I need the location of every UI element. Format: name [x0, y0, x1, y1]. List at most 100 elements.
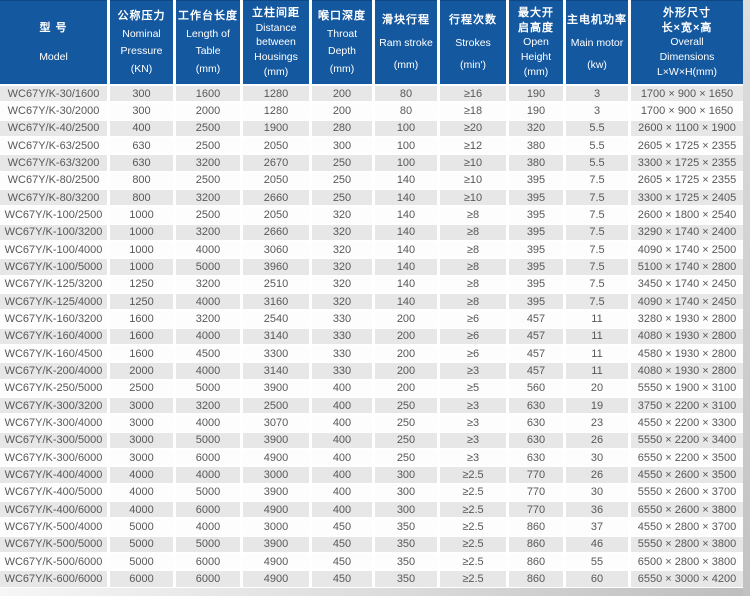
cell-dimensions: 6550 × 2200 × 3500 [631, 449, 743, 466]
cell-table-length: 3200 [176, 397, 240, 414]
cell-dimensions: 4090 × 1740 × 2500 [631, 241, 743, 258]
cell-strokes: ≥16 [440, 86, 506, 102]
cell-main-motor: 7.5 [566, 241, 628, 258]
cell-throat-depth: 320 [312, 207, 372, 223]
table-row: WC67Y/K-300/4000 3000 4000 3070 400 250 ≥3 630 2… [0, 415, 743, 431]
cell-strokes: ≥10 [440, 189, 506, 206]
cell-dimensions: 3300 × 1725 × 2405 [631, 189, 743, 206]
table-row: WC67Y/K-160/3200 1600 3200 2540 330 200 ≥6 457 1… [0, 311, 743, 327]
cell-housing-distance: 2050 [243, 172, 309, 188]
column-header-lines: 喉口深度 Throat Depth (mm) [312, 1, 372, 84]
cell-dimensions: 4080 × 1930 × 2800 [631, 328, 743, 344]
cell-housing-distance: 2050 [243, 137, 309, 154]
cell-ram-stroke: 200 [375, 345, 437, 362]
cell-open-height: 560 [509, 380, 563, 396]
cell-housing-distance: 3060 [243, 241, 309, 258]
cell-housing-distance: 2540 [243, 311, 309, 327]
cell-model: WC67Y/K-300/6000 [0, 449, 107, 466]
cell-table-length: 3200 [176, 155, 240, 171]
table-row: WC67Y/K-250/5000 2500 5000 3900 400 200 ≥5 560 2… [0, 380, 743, 396]
cell-dimensions: 3450 × 1740 × 2450 [631, 276, 743, 292]
cell-main-motor: 11 [566, 345, 628, 362]
cell-model: WC67Y/K-125/3200 [0, 276, 107, 292]
cell-nominal-pressure: 630 [110, 137, 173, 154]
cell-nominal-pressure: 1250 [110, 293, 173, 310]
cell-dimensions: 5550 × 2600 × 3700 [631, 484, 743, 500]
cell-housing-distance: 3960 [243, 259, 309, 275]
cell-table-length: 2500 [176, 137, 240, 154]
cell-nominal-pressure: 1600 [110, 311, 173, 327]
column-header-housing-distance: 立柱间距 Distance between Housings (mm) [243, 0, 309, 84]
cell-throat-depth: 450 [312, 553, 372, 570]
cell-main-motor: 20 [566, 380, 628, 396]
cell-open-height: 395 [509, 172, 563, 188]
table-row: WC67Y/K-125/4000 1250 4000 3160 320 140 ≥8 395 7… [0, 293, 743, 310]
cell-housing-distance: 3900 [243, 536, 309, 552]
cell-table-length: 3200 [176, 311, 240, 327]
cell-main-motor: 5.5 [566, 120, 628, 136]
cell-model: WC67Y/K-63/2500 [0, 137, 107, 154]
cell-nominal-pressure: 800 [110, 189, 173, 206]
cell-housing-distance: 4900 [243, 501, 309, 518]
spec-table: 型 号 Model 公称压力 Nominal Pressure (KN) 工作台长度 Leng… [0, 0, 743, 587]
cell-throat-depth: 330 [312, 345, 372, 362]
cell-throat-depth: 330 [312, 363, 372, 379]
cell-nominal-pressure: 800 [110, 172, 173, 188]
header-row: 型 号 Model 公称压力 Nominal Pressure (KN) 工作台长度 Leng… [0, 0, 743, 84]
cell-main-motor: 11 [566, 311, 628, 327]
table-row: WC67Y/K-300/3200 3000 3200 2500 400 250 ≥3 630 1… [0, 397, 743, 414]
cell-strokes: ≥6 [440, 328, 506, 344]
table-row: WC67Y/K-80/3200 800 3200 2660 250 140 ≥10 395 7.… [0, 189, 743, 206]
cell-ram-stroke: 250 [375, 415, 437, 431]
spec-table-container: 型 号 Model 公称压力 Nominal Pressure (KN) 工作台长度 Leng… [0, 0, 743, 587]
header-line: Nominal [122, 27, 161, 40]
cell-housing-distance: 2660 [243, 224, 309, 240]
cell-dimensions: 4550 × 2200 × 3300 [631, 415, 743, 431]
header-line: Dimensions [659, 51, 715, 64]
cell-strokes: ≥3 [440, 432, 506, 448]
cell-main-motor: 26 [566, 432, 628, 448]
cell-strokes: ≥5 [440, 380, 506, 396]
cell-main-motor: 26 [566, 467, 628, 483]
cell-throat-depth: 400 [312, 484, 372, 500]
cell-main-motor: 11 [566, 363, 628, 379]
table-row: WC67Y/K-500/5000 5000 5000 3900 450 350 ≥2.5 86… [0, 536, 743, 552]
header-line: Ram stroke [379, 36, 433, 49]
cell-open-height: 320 [509, 120, 563, 136]
cell-nominal-pressure: 5000 [110, 519, 173, 535]
cell-main-motor: 7.5 [566, 276, 628, 292]
column-header-lines: 外形尺寸 长×宽×高 Overall Dimensions L×W×H(mm) [631, 1, 743, 84]
cell-open-height: 770 [509, 467, 563, 483]
cell-open-height: 860 [509, 553, 563, 570]
cell-nominal-pressure: 1000 [110, 259, 173, 275]
cell-ram-stroke: 140 [375, 207, 437, 223]
column-header-lines: 型 号 Model [0, 1, 107, 84]
cell-main-motor: 30 [566, 484, 628, 500]
cell-table-length: 5000 [176, 484, 240, 500]
header-line: 立柱间距 [252, 6, 300, 19]
cell-throat-depth: 320 [312, 276, 372, 292]
table-row: WC67Y/K-100/5000 1000 5000 3960 320 140 ≥8 395 7… [0, 259, 743, 275]
cell-main-motor: 23 [566, 415, 628, 431]
cell-throat-depth: 320 [312, 293, 372, 310]
cell-dimensions: 5550 × 2800 × 3800 [631, 536, 743, 552]
header-line: 型 号 [39, 21, 68, 34]
cell-dimensions: 3290 × 1740 × 2400 [631, 224, 743, 240]
cell-main-motor: 7.5 [566, 259, 628, 275]
table-row: WC67Y/K-100/3200 1000 3200 2660 320 140 ≥8 395 7… [0, 224, 743, 240]
cell-model: WC67Y/K-300/5000 [0, 432, 107, 448]
cell-table-length: 4500 [176, 345, 240, 362]
cell-strokes: ≥8 [440, 224, 506, 240]
cell-dimensions: 2600 × 1100 × 1900 [631, 120, 743, 136]
cell-strokes: ≥10 [440, 155, 506, 171]
header-line: Main motor [570, 36, 624, 49]
cell-table-length: 3200 [176, 276, 240, 292]
cell-ram-stroke: 300 [375, 484, 437, 500]
cell-housing-distance: 1280 [243, 86, 309, 102]
cell-ram-stroke: 200 [375, 380, 437, 396]
cell-strokes: ≥8 [440, 207, 506, 223]
cell-throat-depth: 320 [312, 259, 372, 275]
cell-nominal-pressure: 4000 [110, 484, 173, 500]
column-header-dimensions: 外形尺寸 长×宽×高 Overall Dimensions L×W×H(mm) [631, 0, 743, 84]
header-line: Depth [327, 45, 357, 58]
